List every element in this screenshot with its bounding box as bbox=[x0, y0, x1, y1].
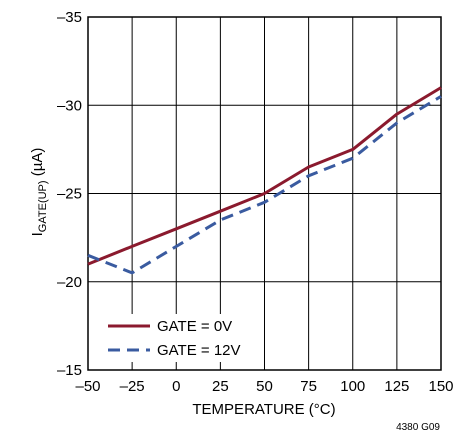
figure-id: 4380 G09 bbox=[396, 422, 440, 433]
x-tick-label: 125 bbox=[384, 378, 409, 395]
legend-label-gate-0v: GATE = 0V bbox=[157, 318, 232, 335]
legend-background bbox=[100, 314, 264, 362]
series-lines bbox=[87, 86, 442, 275]
y-axis-label-subscript: GATE(UP) bbox=[37, 180, 49, 232]
y-axis-label-main: I bbox=[29, 232, 46, 236]
y-tick-label: –15 bbox=[57, 362, 82, 379]
y-tick-label: –35 bbox=[57, 9, 82, 26]
y-tick-label: –30 bbox=[57, 97, 82, 114]
legend-label-gate-12v: GATE = 12V bbox=[157, 342, 241, 359]
y-axis-label-unit: (µA) bbox=[29, 148, 46, 181]
plot-frame bbox=[87, 16, 442, 371]
x-tick-labels: –50 –25 0 25 50 75 100 125 150 bbox=[75, 378, 453, 395]
x-axis-label: TEMPERATURE (°C) bbox=[192, 401, 335, 418]
y-tick-label: –20 bbox=[57, 274, 82, 291]
y-tick-labels: –15 –20 –25 –30 –35 bbox=[57, 9, 82, 379]
x-tick-label: 100 bbox=[340, 378, 365, 395]
legend: GATE = 0V GATE = 12V bbox=[100, 314, 264, 362]
y-tick-label: –25 bbox=[57, 186, 82, 203]
x-tick-label: 75 bbox=[300, 378, 317, 395]
x-tick-label: 50 bbox=[256, 378, 273, 395]
x-tick-label: –25 bbox=[120, 378, 145, 395]
x-tick-label: 25 bbox=[212, 378, 229, 395]
x-tick-label: 150 bbox=[428, 378, 453, 395]
x-tick-label: –50 bbox=[75, 378, 100, 395]
series-line-gate-0v bbox=[87, 86, 442, 266]
y-axis-label: IGATE(UP) (µA) bbox=[29, 148, 49, 237]
x-tick-label: 0 bbox=[172, 378, 180, 395]
series-line-gate-12v bbox=[87, 95, 442, 275]
